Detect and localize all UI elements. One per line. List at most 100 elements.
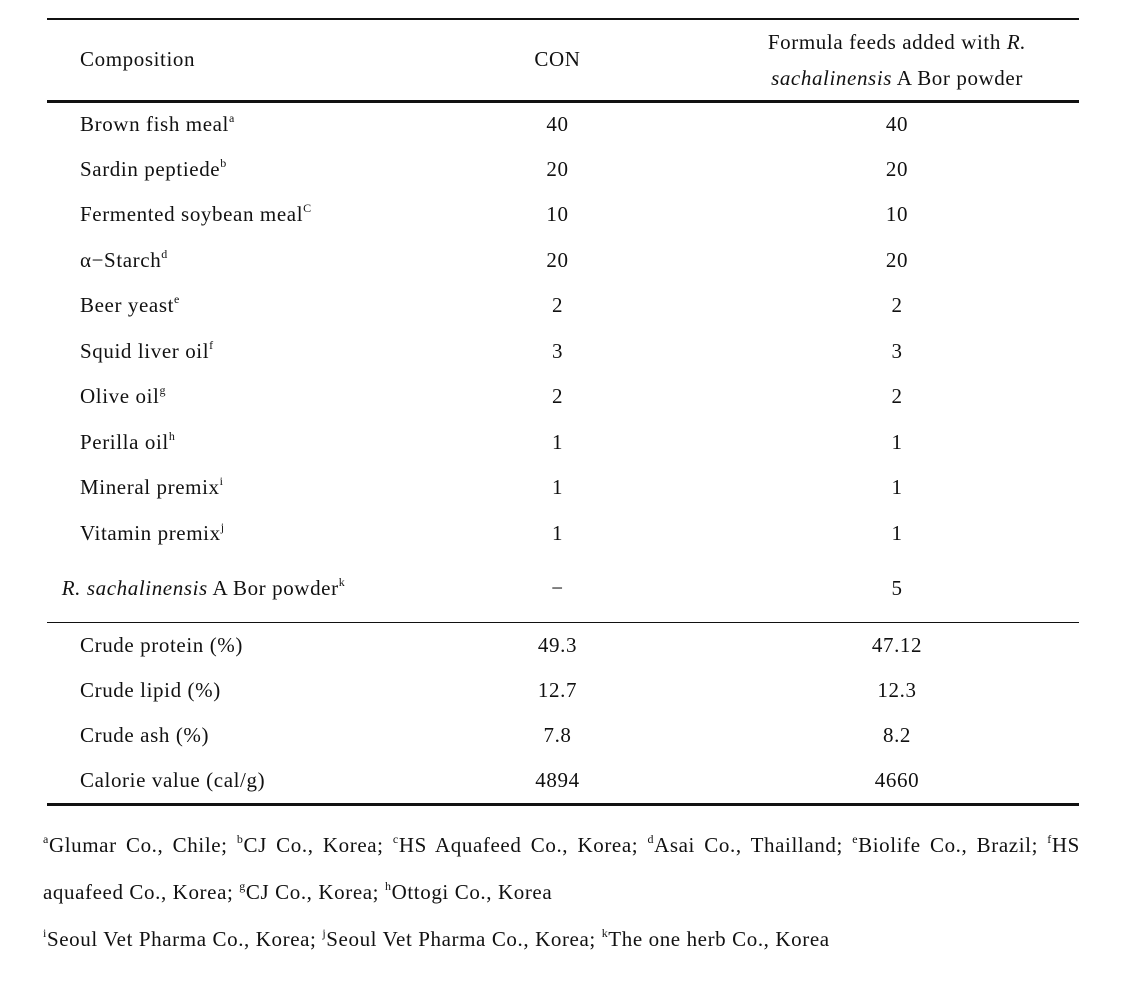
footnote-paragraph: iSeoul Vet Pharma Co., Korea; jSeoul Vet… bbox=[43, 916, 1080, 963]
footnote-marker: i bbox=[219, 474, 224, 489]
label-text: Crude ash (%) bbox=[80, 723, 210, 748]
footnote-text: Biolife Co., Brazil; bbox=[858, 833, 1038, 857]
table-row: Crude ash (%) 7.8 8.2 bbox=[47, 713, 1079, 759]
footnote-marker: h bbox=[384, 879, 392, 893]
footnote-text: Asai Co., Thailland; bbox=[654, 833, 843, 857]
label-text: Sardin peptiede bbox=[80, 156, 221, 181]
footnote-text: Seoul Vet Pharma Co., Korea; bbox=[46, 927, 317, 951]
con-value: 49.3 bbox=[537, 632, 578, 657]
treatment-value: 40 bbox=[885, 112, 909, 136]
label-text: Vitamin premix bbox=[80, 520, 221, 545]
con-value: 2 bbox=[551, 384, 564, 409]
label-cell: Olive oilg bbox=[47, 374, 400, 420]
label-cell: Vitamin premixj bbox=[47, 511, 400, 557]
header-cell: Formula feeds added with R. sachalinensi… bbox=[715, 19, 1079, 101]
label-cell: α−Starchd bbox=[47, 238, 400, 284]
table-header: Composition CON Formula feeds added with… bbox=[47, 19, 1079, 101]
label-text: Crude protein (%) bbox=[80, 632, 243, 657]
footnote-text: The one herb Co., Korea bbox=[608, 927, 830, 951]
label-text: Olive oil bbox=[80, 384, 160, 409]
header-part: R. bbox=[1006, 29, 1027, 54]
label-cell: Crude protein (%) bbox=[47, 622, 400, 668]
header-part: sachalinensis bbox=[771, 65, 893, 90]
table-row: Mineral premixi 1 1 bbox=[47, 465, 1079, 511]
label-cell: Sardin peptiedeb bbox=[47, 147, 400, 193]
footnote-marker: a bbox=[228, 111, 235, 125]
table-row: Perilla oilh 1 1 bbox=[47, 420, 1079, 466]
table-row: Crude protein (%) 49.3 47.12 bbox=[47, 622, 1079, 668]
header-part: A Bor powder bbox=[896, 65, 1023, 90]
treatment-value: 5 bbox=[891, 576, 903, 601]
label-cell: Perilla oilh bbox=[47, 420, 400, 466]
treatment-value: 2 bbox=[891, 293, 903, 318]
footnote-marker: f bbox=[1047, 832, 1052, 846]
footnote-marker: e bbox=[174, 292, 180, 307]
treatment-value: 1 bbox=[891, 520, 903, 545]
label-cell: Brown fish meala bbox=[47, 101, 400, 147]
footnote-text: CJ Co., Korea; bbox=[245, 880, 380, 904]
table-row: Beer yeaste 2 2 bbox=[47, 283, 1079, 329]
table-row: Crude lipid (%) 12.7 12.3 bbox=[47, 668, 1079, 714]
label-cell: R. sachalinensis A Bor powderk bbox=[47, 556, 400, 622]
treatment-value: 1 bbox=[891, 475, 903, 500]
con-value: 40 bbox=[546, 112, 569, 136]
header-row: Composition CON Formula feeds added with… bbox=[47, 19, 1079, 101]
table-body: Brown fish meala 40 40 Sardin peptiedeb 20 20… bbox=[47, 101, 1079, 622]
footnote-marker: k bbox=[338, 575, 346, 590]
label-text: Calorie value (cal/g) bbox=[80, 768, 266, 792]
footnote-marker: j bbox=[220, 519, 225, 534]
con-value: 20 bbox=[546, 247, 569, 272]
con-value: 20 bbox=[546, 156, 569, 181]
header-text: Formula feeds added with R. sachalinensi… bbox=[732, 24, 1062, 96]
con-value: 10 bbox=[546, 202, 569, 227]
label-cell: Crude ash (%) bbox=[47, 713, 400, 759]
treatment-value: 20 bbox=[885, 156, 909, 181]
footnote-marker: C bbox=[303, 201, 312, 216]
table-row: Fermented soybean mealC 10 10 bbox=[47, 192, 1079, 238]
con-value: 1 bbox=[551, 475, 564, 500]
table-row: Olive oilg 2 2 bbox=[47, 374, 1079, 420]
label-text: Perilla oil bbox=[80, 429, 169, 454]
treatment-value: 47.12 bbox=[871, 632, 923, 657]
con-value: − bbox=[551, 576, 564, 601]
con-value: 1 bbox=[551, 429, 564, 454]
con-value: 2 bbox=[551, 293, 564, 318]
footnote-text: HS Aquafeed Co., Korea; bbox=[398, 833, 639, 857]
footnote-marker: j bbox=[322, 926, 327, 940]
label-cell: Beer yeaste bbox=[47, 283, 400, 329]
footnote-marker: k bbox=[601, 926, 609, 940]
label-cell: Squid liver oilf bbox=[47, 329, 400, 375]
label-cell: Fermented soybean mealC bbox=[47, 192, 400, 238]
label-cell: Calorie value (cal/g) bbox=[47, 759, 400, 805]
table-row: α−Starchd 20 20 bbox=[47, 238, 1079, 284]
table-row: Sardin peptiedeb 20 20 bbox=[47, 147, 1079, 193]
footnote-marker: e bbox=[852, 832, 859, 846]
label-text: Squid liver oil bbox=[80, 338, 210, 363]
table-row: Calorie value (cal/g) 4894 4660 bbox=[47, 759, 1079, 805]
footnote-marker: h bbox=[168, 428, 176, 443]
footnote-text: CJ Co., Korea; bbox=[243, 833, 384, 857]
footnote-paragraph: aGlumar Co., Chile; bCJ Co., Korea; cHS … bbox=[43, 822, 1080, 916]
treatment-value: 20 bbox=[885, 247, 909, 272]
table-row: Brown fish meala 40 40 bbox=[47, 101, 1079, 147]
label-text: α−Starch bbox=[80, 247, 162, 272]
footnote-text: Glumar Co., Chile; bbox=[48, 833, 228, 857]
table-row: Squid liver oilf 3 3 bbox=[47, 329, 1079, 375]
con-value: 4894 bbox=[535, 768, 580, 792]
con-value: 12.7 bbox=[537, 677, 578, 702]
footnote-text: HS aquafeed Co., Korea; bbox=[43, 833, 1080, 904]
label-text: Crude lipid (%) bbox=[80, 677, 221, 702]
label-italic: R. sachalinensis bbox=[61, 576, 208, 601]
con-value: 3 bbox=[551, 338, 564, 363]
footnote-marker: a bbox=[43, 832, 49, 846]
label-text: Fermented soybean meal bbox=[80, 202, 304, 227]
footnote-marker: f bbox=[209, 337, 214, 352]
footnote-marker: i bbox=[43, 926, 47, 940]
table-totals: Crude protein (%) 49.3 47.12 Crude lipid (%… bbox=[47, 622, 1079, 804]
label-text: A Bor powder bbox=[212, 576, 339, 601]
treatment-value: 8.2 bbox=[882, 723, 912, 748]
footnote-marker: d bbox=[161, 246, 168, 261]
con-value: 7.8 bbox=[543, 723, 572, 748]
footnote-marker: d bbox=[647, 832, 655, 846]
